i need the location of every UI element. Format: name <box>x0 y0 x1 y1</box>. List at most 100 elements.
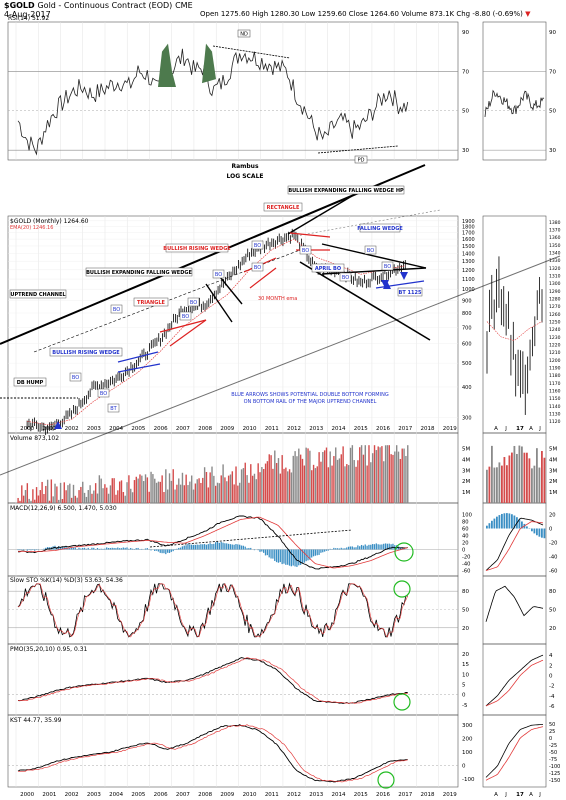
macd-histogram-bar <box>314 549 317 556</box>
macd-hist-right <box>536 528 538 536</box>
price-tick: 1200 <box>462 268 475 274</box>
volume-bar <box>279 473 282 503</box>
macd-histogram-bar <box>366 545 368 550</box>
volume-bar <box>65 490 67 503</box>
volume-bar <box>46 479 49 503</box>
triangle-label: TRIANGLE <box>137 300 165 306</box>
macd-histogram-bar <box>239 544 241 550</box>
macd-histogram-bar <box>207 544 209 550</box>
macd-histogram-bar <box>309 549 311 560</box>
macd-hist-right <box>541 528 543 538</box>
volume-bar <box>261 467 263 503</box>
volume-bar <box>357 460 359 503</box>
macd-histogram-bar <box>299 549 302 565</box>
volume-bar <box>115 494 117 503</box>
volume-bar-right <box>543 457 546 503</box>
macd-histogram-bar <box>106 547 108 550</box>
volume-bar <box>113 478 115 503</box>
macd-histogram-bar <box>111 547 113 550</box>
volume-bar <box>340 454 342 503</box>
macd-histogram-bar <box>242 545 245 550</box>
volume-bar-right <box>488 466 491 503</box>
macd-histogram-bar <box>279 549 281 563</box>
year-label-bottom: 2002 <box>65 792 79 798</box>
volume-bar <box>176 484 178 503</box>
red-triangle-a <box>159 319 207 333</box>
macd-histogram-bar <box>338 548 341 550</box>
macd-histogram-bar <box>275 549 278 563</box>
volume-bar-right <box>508 455 511 503</box>
macd-histogram-bar <box>285 549 287 565</box>
volume-bar <box>227 475 230 503</box>
rsi-overbought-fill <box>158 43 176 88</box>
macd-histogram-bar <box>322 549 324 553</box>
kst-signal-line <box>18 724 408 783</box>
macd-histogram-bar <box>194 544 196 550</box>
macd-histogram-bar <box>270 549 272 559</box>
volume-bar <box>135 476 137 503</box>
volume-bar <box>111 478 113 503</box>
volume-bar <box>142 481 145 503</box>
pmo-tick: 10 <box>462 672 469 678</box>
sto-tick-right: 20 <box>549 626 556 632</box>
price-tick-right: 1340 <box>549 251 561 257</box>
volume-bar <box>255 479 258 503</box>
month-label: A <box>494 426 498 432</box>
falling-wedge-top <box>321 243 427 269</box>
price-tick-right: 1300 <box>549 281 561 287</box>
price-tick: 1500 <box>462 244 475 250</box>
macd-histogram-bar <box>61 546 64 550</box>
macd-histogram-bar <box>320 549 322 553</box>
ema-label: EMA(20) 1246.16 <box>10 225 53 231</box>
macd-histogram-bar <box>303 549 305 563</box>
volume-bar <box>355 466 357 503</box>
volume-bar <box>222 464 224 503</box>
macd-hist-right <box>491 520 493 529</box>
volume-bar <box>314 468 317 503</box>
macd-histogram-bar <box>165 549 167 555</box>
rsi-line-right <box>484 89 545 118</box>
volume-bar <box>218 483 221 503</box>
year-label: 2009 <box>220 426 234 432</box>
macd-histogram-bar <box>83 547 86 550</box>
volume-bar <box>146 477 149 503</box>
kst-line <box>17 724 408 783</box>
volume-bar <box>296 456 298 503</box>
macd-histogram-bar <box>311 549 313 558</box>
macd-histogram-bar <box>102 548 104 550</box>
volume-bar <box>83 492 86 503</box>
bo-label: BO <box>190 300 197 306</box>
price-tick-right: 1120 <box>549 419 561 425</box>
volume-bar <box>224 477 226 503</box>
volume-bar-right <box>536 448 538 503</box>
year-label: 2010 <box>243 426 257 432</box>
macd-histogram-bar <box>137 547 139 550</box>
macd-histogram-bar <box>74 547 76 550</box>
uptrend-channel-bottom <box>0 255 561 476</box>
macd-histogram-bar <box>353 547 355 550</box>
volume-bar <box>323 450 326 503</box>
bo-label: BO <box>342 275 349 281</box>
rsi-tick: 90 <box>462 30 469 36</box>
volume-bar <box>390 454 392 503</box>
pmo-signal-right <box>485 659 544 707</box>
volume-bar <box>159 481 161 503</box>
price-tick: 1000 <box>462 287 475 293</box>
macd-histogram-bar <box>172 549 174 552</box>
volume-label: Volume 873,102 <box>10 435 59 442</box>
price-tick: 1600 <box>462 237 475 243</box>
volume-bar <box>172 469 174 503</box>
macd-histogram-bar <box>222 542 224 550</box>
macd-histogram-bar <box>386 543 389 550</box>
macd-histogram-bar <box>390 544 392 550</box>
macd-histogram-bar <box>72 547 75 550</box>
chart-date: 4-Aug-2017 <box>4 10 51 19</box>
volume-bar <box>28 498 30 503</box>
macd-hist-right <box>498 515 501 529</box>
blue-rising-wedge-1b <box>117 363 161 373</box>
macd-histogram-bar <box>203 544 206 550</box>
year-label: 2014 <box>332 426 346 432</box>
volume-bar <box>288 469 291 503</box>
macd-histogram-bar <box>246 548 248 550</box>
volume-bar <box>386 445 389 503</box>
